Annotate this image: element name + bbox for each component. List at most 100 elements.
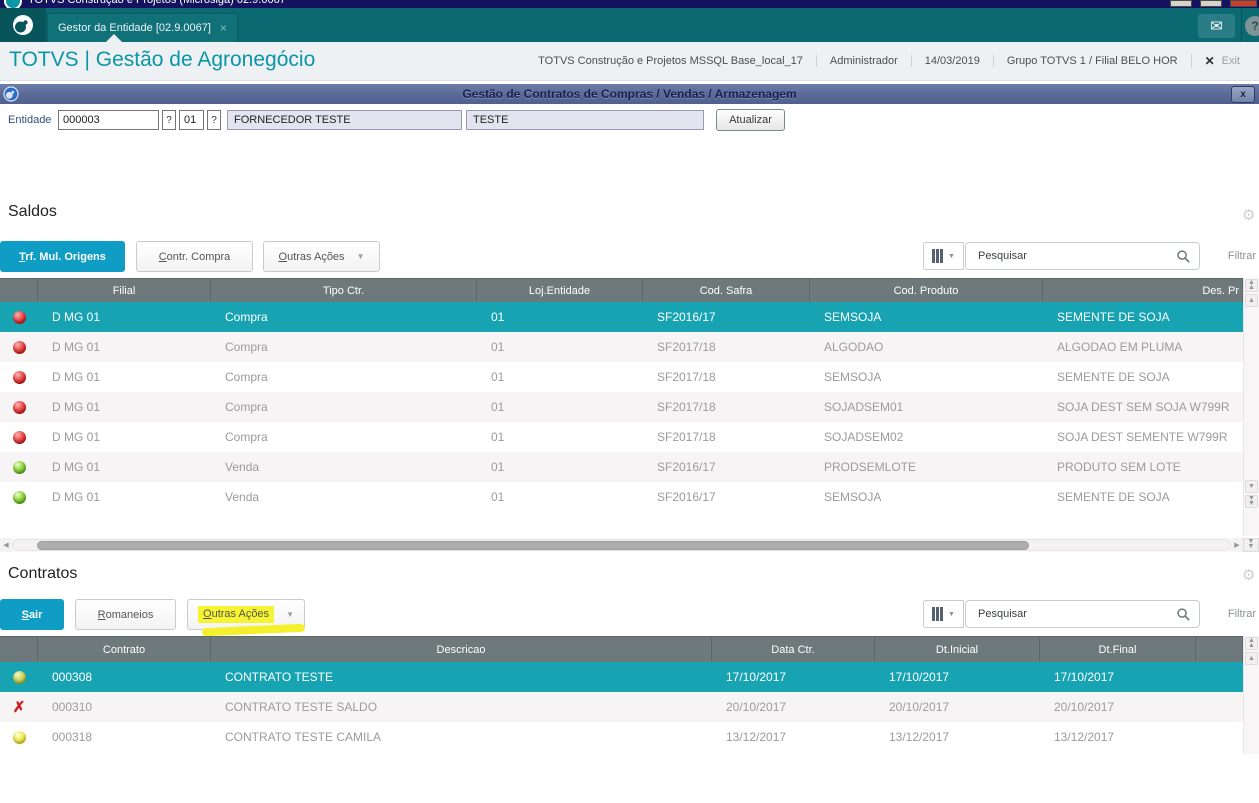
scroll-up-button[interactable]: ▲	[1245, 652, 1258, 665]
refresh-button[interactable]: Atualizar	[716, 109, 785, 131]
contratos-column-header[interactable]: Dt.Final	[1040, 637, 1196, 662]
row-status-cell	[0, 392, 38, 422]
contratos-table-body: 000308 CONTRATO TESTE 17/10/2017 17/10/2017…	[0, 662, 1243, 752]
table-cell: SF2017/18	[657, 430, 716, 444]
table-row[interactable]: 000308 CONTRATO TESTE 17/10/2017 17/10/2017…	[0, 662, 1243, 692]
contratos-search-box	[965, 600, 1200, 628]
row-status-cell	[0, 302, 38, 332]
scroll-right-button[interactable]: ▶	[1231, 538, 1243, 552]
table-cell: SEMSOJA	[824, 370, 882, 384]
contratos-column-header[interactable]: Descricao	[211, 637, 712, 662]
saldos-column-header[interactable]: Loj.Entidade	[477, 279, 643, 302]
contratos-search-input[interactable]	[976, 607, 1176, 621]
saldos-vertical-scrollbar[interactable]: ▲ ▲ ▲ ▼ ▼ ▼	[1243, 278, 1259, 536]
sair-button[interactable]: Sair	[0, 599, 64, 630]
saldos-column-header[interactable]: Cod. Safra	[643, 279, 810, 302]
table-cell: Compra	[225, 430, 268, 444]
contratos-vertical-scrollbar[interactable]: ▲ ▲ ▲	[1243, 636, 1259, 754]
tab-gestor-da-entidade[interactable]: Gestor da Entidade [02.9.0067] ×	[47, 13, 238, 42]
contratos-column-header[interactable]: Dt.Inicial	[875, 637, 1040, 662]
scrollbar-track[interactable]	[1244, 666, 1259, 754]
contratos-column-header[interactable]: Data Ctr.	[712, 637, 875, 662]
scroll-first-button[interactable]: ▲ ▲	[1245, 279, 1258, 292]
saldos-filter-link[interactable]: Filtrar	[1227, 250, 1256, 262]
environment-info: TOTVS Construção e Projetos MSSQL Base_l…	[525, 42, 1253, 80]
tab-bar: Gestor da Entidade [02.9.0067] × ✉ ?	[0, 8, 1259, 42]
table-row[interactable]: D MG 01 Venda 01 SF2016/17 PRODSEMLOTE PRODUT…	[0, 452, 1243, 482]
scroll-last-button[interactable]: ▼ ▼	[1245, 495, 1258, 508]
contratos-toolbar: Sair Romaneios Outras Ações ▼ ▼ Filtrar	[0, 599, 1259, 637]
table-cell: 01	[491, 400, 505, 414]
table-row[interactable]: D MG 01 Compra 01 SF2017/18 SOJADSEM02 SOJA D…	[0, 422, 1243, 452]
chevron-down-icon: ▼	[356, 252, 365, 261]
saldos-settings-gear-icon[interactable]: ⚙	[1242, 207, 1256, 224]
exit-button[interactable]: ✕ Exit	[1190, 54, 1253, 68]
contr-compra-button[interactable]: Contr. Compra	[136, 241, 253, 272]
table-cell: D MG 01	[52, 460, 101, 474]
scroll-corner-button[interactable]: ▼ ▼	[1243, 538, 1259, 552]
columns-icon	[932, 607, 936, 621]
saldos-column-header[interactable]	[0, 279, 38, 302]
table-cell: Venda	[225, 490, 260, 504]
table-row[interactable]: D MG 01 Compra 01 SF2017/18 ALGODAO ALGODAO E…	[0, 332, 1243, 362]
entity-store-lookup-button[interactable]: ?	[207, 110, 221, 130]
table-cell: D MG 01	[52, 490, 101, 504]
status-green-icon	[12, 490, 26, 504]
horizontal-scrollbar-track[interactable]	[12, 539, 1231, 551]
scroll-up-button[interactable]: ▲	[1245, 294, 1258, 307]
scroll-first-button[interactable]: ▲ ▲	[1245, 637, 1258, 650]
scroll-down-button[interactable]: ▼	[1245, 480, 1258, 493]
saldos-column-header[interactable]: Filial	[38, 279, 211, 302]
dialog-close-button[interactable]: x	[1231, 86, 1255, 103]
saldos-column-header[interactable]: Tipo Ctr.	[211, 279, 477, 302]
contratos-settings-gear-icon[interactable]: ⚙	[1242, 567, 1256, 584]
contratos-column-header[interactable]	[0, 637, 38, 662]
table-row[interactable]: 000318 CONTRATO TESTE CAMILA 13/12/2017 13/…	[0, 722, 1243, 752]
contratos-column-header[interactable]	[1196, 637, 1243, 662]
contratos-outras-acoes-button[interactable]: Outras Ações ▼	[187, 599, 306, 637]
chevron-down-icon: ▼	[948, 252, 955, 260]
maximize-button[interactable]	[1200, 0, 1222, 7]
minimize-button[interactable]	[1170, 0, 1192, 7]
saldos-column-header[interactable]: Des. Pr	[1043, 279, 1243, 302]
envelope-icon: ✉	[1210, 18, 1223, 35]
entity-code-field[interactable]	[58, 110, 159, 130]
entity-code-lookup-button[interactable]: ?	[162, 110, 176, 130]
mail-button[interactable]: ✉	[1198, 14, 1235, 38]
horizontal-scrollbar-thumb[interactable]	[37, 541, 1029, 550]
entity-label: Entidade	[8, 114, 52, 126]
contratos-column-chooser-button[interactable]: ▼	[923, 600, 964, 628]
table-row[interactable]: D MG 01 Compra 01 SF2017/18 SOJADSEM01 SOJA D…	[0, 392, 1243, 422]
contratos-filter-link[interactable]: Filtrar	[1227, 608, 1256, 620]
entity-shortname-field: TESTE	[466, 110, 704, 130]
saldos-outras-acoes-button[interactable]: Outras Ações ▼	[263, 241, 380, 272]
status-olive-icon	[12, 670, 26, 684]
close-window-button[interactable]	[1230, 0, 1257, 7]
saldos-search-input[interactable]	[976, 249, 1176, 263]
romaneios-button[interactable]: Romaneios	[75, 599, 176, 630]
tab-close-icon[interactable]: ×	[219, 21, 227, 35]
help-button[interactable]: ?	[1245, 16, 1259, 36]
table-row[interactable]: D MG 01 Venda 01 SF2016/17 SEMSOJA SEMENTE DE…	[0, 482, 1243, 512]
row-status-cell	[0, 452, 38, 482]
saldos-column-header[interactable]: Cod. Produto	[810, 279, 1043, 302]
contratos-column-header[interactable]: Contrato	[38, 637, 211, 662]
table-row[interactable]: ✗ 000310 CONTRATO TESTE SALDO 20/10/2017 20/…	[0, 692, 1243, 722]
trf-mul-origens-button[interactable]: Trf. Mul. Origens	[0, 241, 125, 272]
scrollbar-track[interactable]	[1244, 308, 1259, 479]
status-red-icon	[12, 430, 26, 444]
table-cell: Compra	[225, 310, 268, 324]
table-cell: PRODSEMLOTE	[824, 460, 917, 474]
table-row[interactable]: D MG 01 Compra 01 SF2017/18 SEMSOJA SEMENTE D…	[0, 362, 1243, 392]
scroll-left-button[interactable]: ◀	[0, 538, 12, 552]
saldos-section-title: Saldos	[8, 203, 57, 220]
saldos-column-chooser-button[interactable]: ▼	[923, 242, 964, 270]
table-cell: 01	[491, 370, 505, 384]
table-cell: 000318	[52, 730, 93, 744]
entity-store-field[interactable]	[179, 110, 204, 130]
saldos-horizontal-scrollbar[interactable]: ◀ ▶ ▼ ▼	[0, 538, 1259, 552]
search-icon	[1177, 249, 1190, 263]
close-icon: x	[1240, 88, 1246, 100]
table-row[interactable]: D MG 01 Compra 01 SF2016/17 SEMSOJA SEMENTE D…	[0, 302, 1243, 332]
